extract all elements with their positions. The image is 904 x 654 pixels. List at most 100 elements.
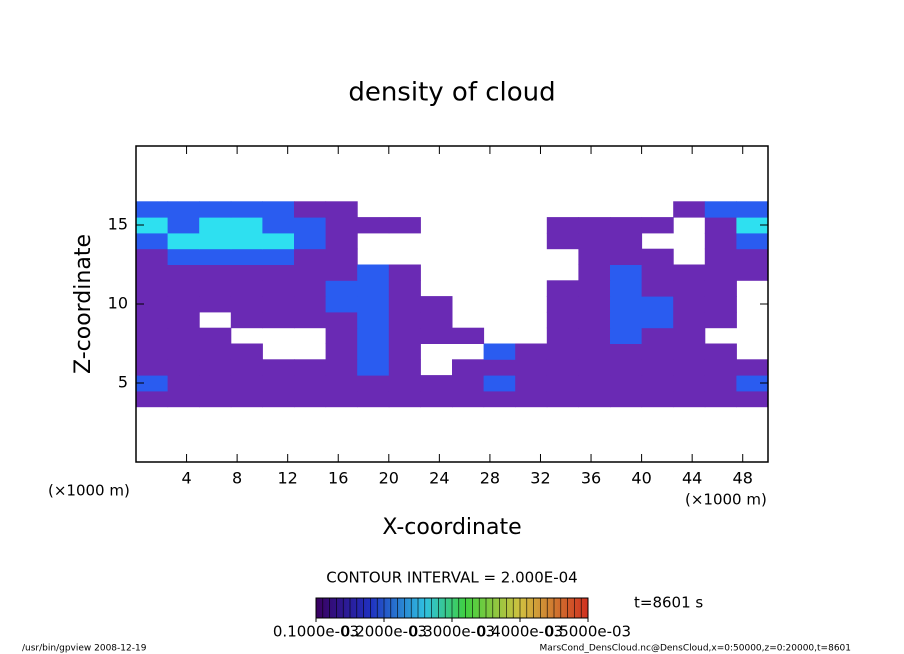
cell [294, 296, 327, 313]
cell [357, 359, 390, 376]
cell [199, 343, 232, 360]
footer: MarsCond_DensCloud.nc@DensCloud,x=0:5000… [540, 644, 852, 654]
cell [357, 296, 390, 313]
cell [641, 359, 674, 376]
cell [483, 343, 516, 360]
cell [294, 359, 327, 376]
cell [641, 248, 674, 265]
cell [546, 359, 579, 376]
cell [673, 375, 706, 392]
cell [136, 390, 169, 408]
cell [452, 201, 484, 217]
cell [388, 296, 421, 313]
cell [736, 201, 769, 218]
x-tick-label: 12 [278, 469, 298, 488]
cell [704, 201, 737, 218]
cell [230, 264, 263, 281]
cell [420, 249, 452, 265]
cell [546, 217, 579, 234]
cell [515, 217, 547, 233]
cell [547, 249, 579, 265]
cell [420, 296, 453, 313]
cell [420, 344, 452, 360]
cell [230, 296, 263, 313]
x-tick-label: 36 [581, 469, 601, 488]
cell [515, 359, 548, 376]
cell [484, 201, 516, 217]
x-tick-label: 24 [429, 469, 449, 488]
cell [294, 328, 326, 344]
cell [610, 296, 643, 313]
cell [642, 233, 674, 249]
cell [325, 375, 358, 392]
cell [389, 249, 421, 265]
cell [484, 296, 516, 312]
cell [294, 264, 327, 281]
cell [578, 248, 611, 265]
cell [136, 201, 169, 218]
cell [136, 248, 169, 265]
cell [546, 375, 579, 392]
cell [673, 343, 706, 360]
cell [578, 359, 611, 376]
cell [357, 390, 390, 408]
cell [578, 375, 611, 392]
cell [199, 390, 232, 408]
cell [420, 233, 452, 249]
x-tick-label: 40 [631, 469, 651, 488]
cell [610, 264, 643, 281]
cell [673, 280, 706, 297]
cell [452, 359, 485, 376]
cell [357, 280, 390, 297]
cell [230, 343, 263, 360]
cell [199, 280, 232, 297]
cell [515, 390, 548, 408]
cell [388, 311, 421, 329]
cell [704, 217, 737, 234]
cell [388, 217, 421, 234]
cell [515, 265, 547, 281]
cell [167, 390, 200, 408]
cell [452, 265, 484, 281]
cell [420, 311, 453, 329]
cell [167, 343, 200, 360]
cell [357, 201, 389, 217]
cell [484, 328, 516, 344]
cell [262, 296, 295, 313]
cell [136, 311, 169, 329]
cell [420, 327, 453, 344]
cell [452, 233, 484, 249]
cell [262, 232, 295, 250]
x-tick-label: 4 [181, 469, 191, 488]
cell [357, 264, 390, 281]
cell [199, 264, 232, 281]
cell [357, 327, 390, 344]
cell [167, 248, 200, 265]
cell [388, 343, 421, 360]
cell [199, 217, 232, 234]
cell [704, 280, 737, 297]
colorbar-tick-label: 0.5000e-03 [545, 623, 631, 641]
cell [610, 311, 643, 329]
cell [704, 232, 737, 250]
cell [167, 375, 200, 392]
x-tick-label: 16 [328, 469, 348, 488]
cell [515, 249, 547, 265]
cell [230, 375, 263, 392]
x-tick-label: 48 [733, 469, 753, 488]
cell [388, 280, 421, 297]
cell [325, 201, 358, 218]
x-axis-label: X-coordinate [382, 515, 521, 540]
cell [736, 232, 769, 250]
cell [357, 249, 389, 265]
cell [294, 375, 327, 392]
y-tick-label: 10 [108, 294, 128, 313]
y-tick-label: 5 [118, 373, 128, 392]
cell [167, 296, 200, 313]
cell [357, 375, 390, 392]
cell [578, 296, 611, 313]
cell [167, 327, 200, 344]
cell [736, 248, 769, 265]
